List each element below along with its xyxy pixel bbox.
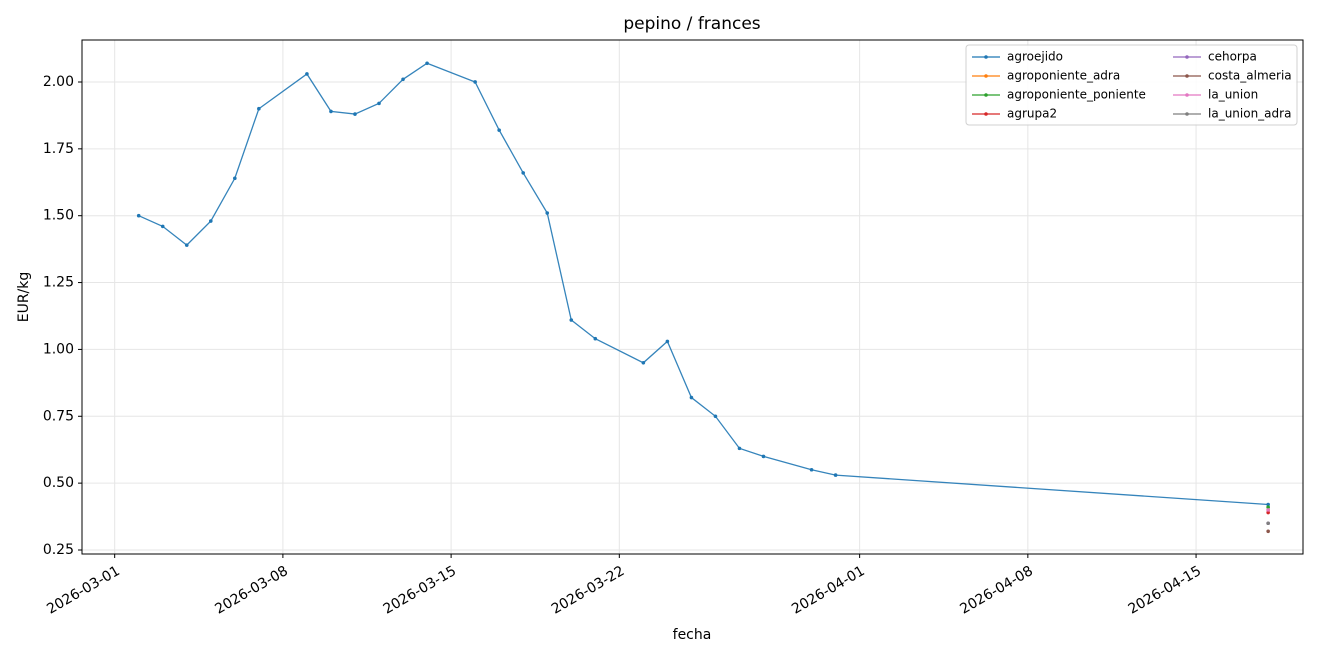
point <box>401 77 405 82</box>
point <box>1266 502 1270 507</box>
point <box>1266 529 1270 534</box>
y-tick-label: 2.00 <box>43 74 74 90</box>
point <box>1266 505 1270 509</box>
x-tick-label: 2026-04-15 <box>1126 563 1204 618</box>
legend-label: agrupa2 <box>1007 107 1057 121</box>
point <box>665 339 670 344</box>
y-tick-label: 1.00 <box>43 341 74 357</box>
point <box>377 101 381 106</box>
legend-marker <box>984 74 988 78</box>
point <box>1266 508 1270 512</box>
x-tick-label: 2026-03-01 <box>44 563 122 618</box>
legend-label: agroponiente_poniente <box>1007 88 1146 102</box>
legend-marker <box>984 55 988 59</box>
point <box>233 176 237 181</box>
legend-label: agroponiente_adra <box>1007 69 1120 83</box>
point <box>1266 521 1270 526</box>
legend-label: agroejido <box>1007 50 1063 64</box>
point <box>257 106 261 111</box>
legend-label: cehorpa <box>1208 50 1257 64</box>
point <box>473 80 477 84</box>
point <box>353 112 357 116</box>
x-tick-label: 2026-04-08 <box>957 563 1035 618</box>
plot-frame <box>81 39 1304 555</box>
point <box>208 219 213 223</box>
x-tick-label: 2026-04-01 <box>789 563 867 618</box>
point <box>497 128 501 132</box>
point <box>761 454 766 459</box>
legend-marker <box>984 93 988 97</box>
legend-label: la_union_adra <box>1208 107 1291 121</box>
legend-label: costa_almeria <box>1208 69 1292 83</box>
point <box>713 414 718 419</box>
y-tick-label: 1.75 <box>43 141 74 157</box>
point <box>305 72 309 76</box>
point <box>569 318 574 322</box>
x-tick-label: 2026-03-15 <box>381 563 459 618</box>
y-tick-label: 1.50 <box>43 208 74 224</box>
legend-label: la_union <box>1208 88 1258 102</box>
legend-marker <box>984 112 988 116</box>
point <box>425 61 429 66</box>
point <box>593 336 598 341</box>
legend-marker <box>1185 93 1189 97</box>
point <box>545 211 550 215</box>
point <box>809 467 814 472</box>
legend-marker <box>1185 74 1189 78</box>
x-tick-label: 2026-03-22 <box>549 563 627 618</box>
x-axis-label: fecha <box>673 627 712 643</box>
point <box>689 395 694 400</box>
point <box>136 213 141 218</box>
point <box>329 109 333 114</box>
legend-marker <box>1185 112 1189 116</box>
y-tick-label: 1.25 <box>43 275 74 291</box>
y-axis-label: EUR/kg <box>16 272 32 323</box>
legend-marker <box>1185 55 1189 59</box>
point <box>184 243 189 247</box>
x-tick-label: 2026-03-08 <box>212 563 290 618</box>
point <box>737 446 742 451</box>
y-tick-label: 0.25 <box>43 542 74 558</box>
y-tick-label: 0.50 <box>43 475 74 491</box>
legend-box <box>965 44 1298 126</box>
chart-title: pepino / frances <box>623 14 760 34</box>
series-line <box>138 62 1269 506</box>
point <box>833 473 838 477</box>
point <box>641 360 646 365</box>
point <box>160 224 165 229</box>
point <box>1266 510 1270 515</box>
y-tick-label: 0.75 <box>43 408 74 424</box>
point <box>521 171 525 175</box>
